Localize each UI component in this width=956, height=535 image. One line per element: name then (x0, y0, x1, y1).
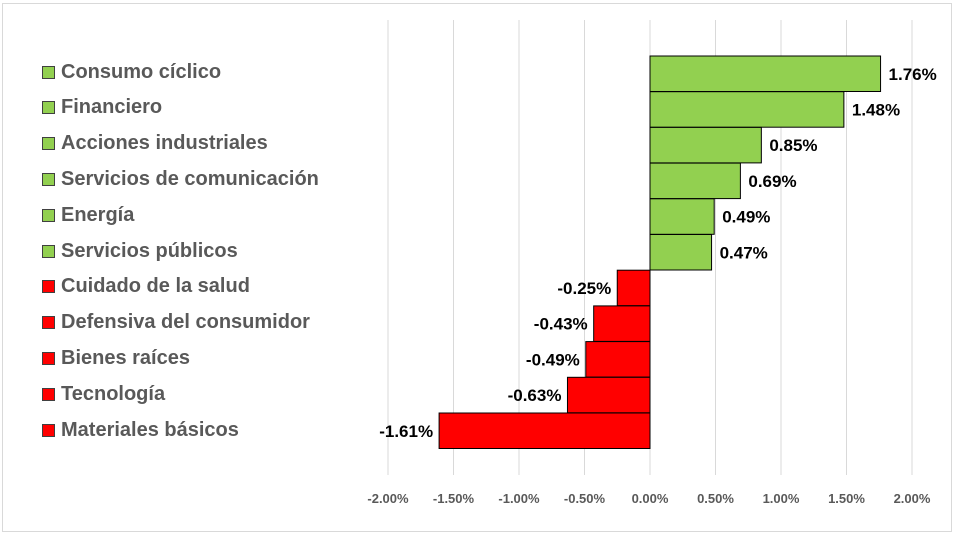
x-tick-label: 2.00% (894, 491, 931, 506)
bar (649, 198, 715, 235)
data-label: 1.48% (852, 100, 900, 119)
data-label: 0.47% (720, 243, 768, 262)
legend-item: Servicios de comunicación (42, 161, 319, 197)
legend-item: Tecnología (42, 376, 165, 412)
legend-item: Servicios públicos (42, 233, 238, 269)
legend-swatch (42, 65, 55, 79)
legend-swatch (42, 172, 55, 186)
data-label: 1.76% (889, 65, 937, 84)
legend-label: Servicios públicos (61, 239, 238, 262)
x-tick-label: -1.00% (498, 491, 540, 506)
legend-swatch (42, 280, 55, 294)
legend-item: Cuidado de la salud (42, 269, 250, 305)
bar (593, 305, 651, 342)
legend-label: Energía (61, 203, 135, 226)
data-label: 0.69% (748, 172, 796, 191)
legend-item: Defensiva del consumidor (42, 305, 310, 341)
data-label: 0.85% (769, 136, 817, 155)
bar (649, 91, 845, 128)
legend-swatch (42, 137, 55, 151)
legend-label: Consumo cíclico (61, 60, 222, 83)
legend-swatch (42, 351, 55, 365)
legend-swatch (42, 387, 55, 401)
bar (438, 412, 651, 449)
legend-label: Bienes raíces (61, 346, 190, 369)
bar (649, 55, 882, 92)
x-tick-label: 0.50% (697, 491, 734, 506)
bar (649, 234, 713, 271)
legend-item: Materiales básicos (42, 412, 239, 448)
data-label: -0.43% (534, 315, 588, 334)
x-tick-label: -0.50% (564, 491, 606, 506)
legend-swatch (42, 208, 55, 222)
bar (566, 376, 651, 414)
legend-label: Acciones industriales (61, 132, 268, 155)
legend-item: Energía (42, 197, 134, 233)
legend-label: Defensiva del consumidor (61, 311, 310, 334)
bar (616, 269, 651, 307)
legend-swatch (42, 316, 55, 330)
legend-label: Financiero (61, 96, 163, 119)
bar (585, 341, 651, 378)
data-label: -1.61% (379, 422, 433, 441)
legend-item: Bienes raíces (42, 340, 190, 376)
legend-swatch (42, 423, 55, 437)
legend-swatch (42, 101, 55, 115)
bar (649, 126, 762, 164)
x-tick-label: 0.00% (632, 491, 669, 506)
legend-label: Materiales básicos (61, 418, 239, 441)
x-tick-label: 1.50% (828, 491, 865, 506)
legend-item: Acciones industriales (42, 126, 268, 162)
legend-label: Servicios de comunicación (61, 167, 319, 190)
legend-item: Consumo cíclico (42, 54, 221, 90)
legend-swatch (42, 244, 55, 258)
x-tick-label: -1.50% (433, 491, 475, 506)
legend-label: Tecnología (61, 382, 166, 405)
bar (649, 162, 741, 200)
data-label: -0.25% (557, 279, 611, 298)
data-label: -0.63% (508, 386, 562, 405)
legend-item: Financiero (42, 90, 162, 126)
data-label: -0.49% (526, 350, 580, 369)
x-tick-label: -2.00% (367, 491, 409, 506)
x-tick-label: 1.00% (763, 491, 800, 506)
data-label: 0.49% (722, 208, 770, 227)
legend-label: Cuidado de la salud (61, 275, 250, 298)
